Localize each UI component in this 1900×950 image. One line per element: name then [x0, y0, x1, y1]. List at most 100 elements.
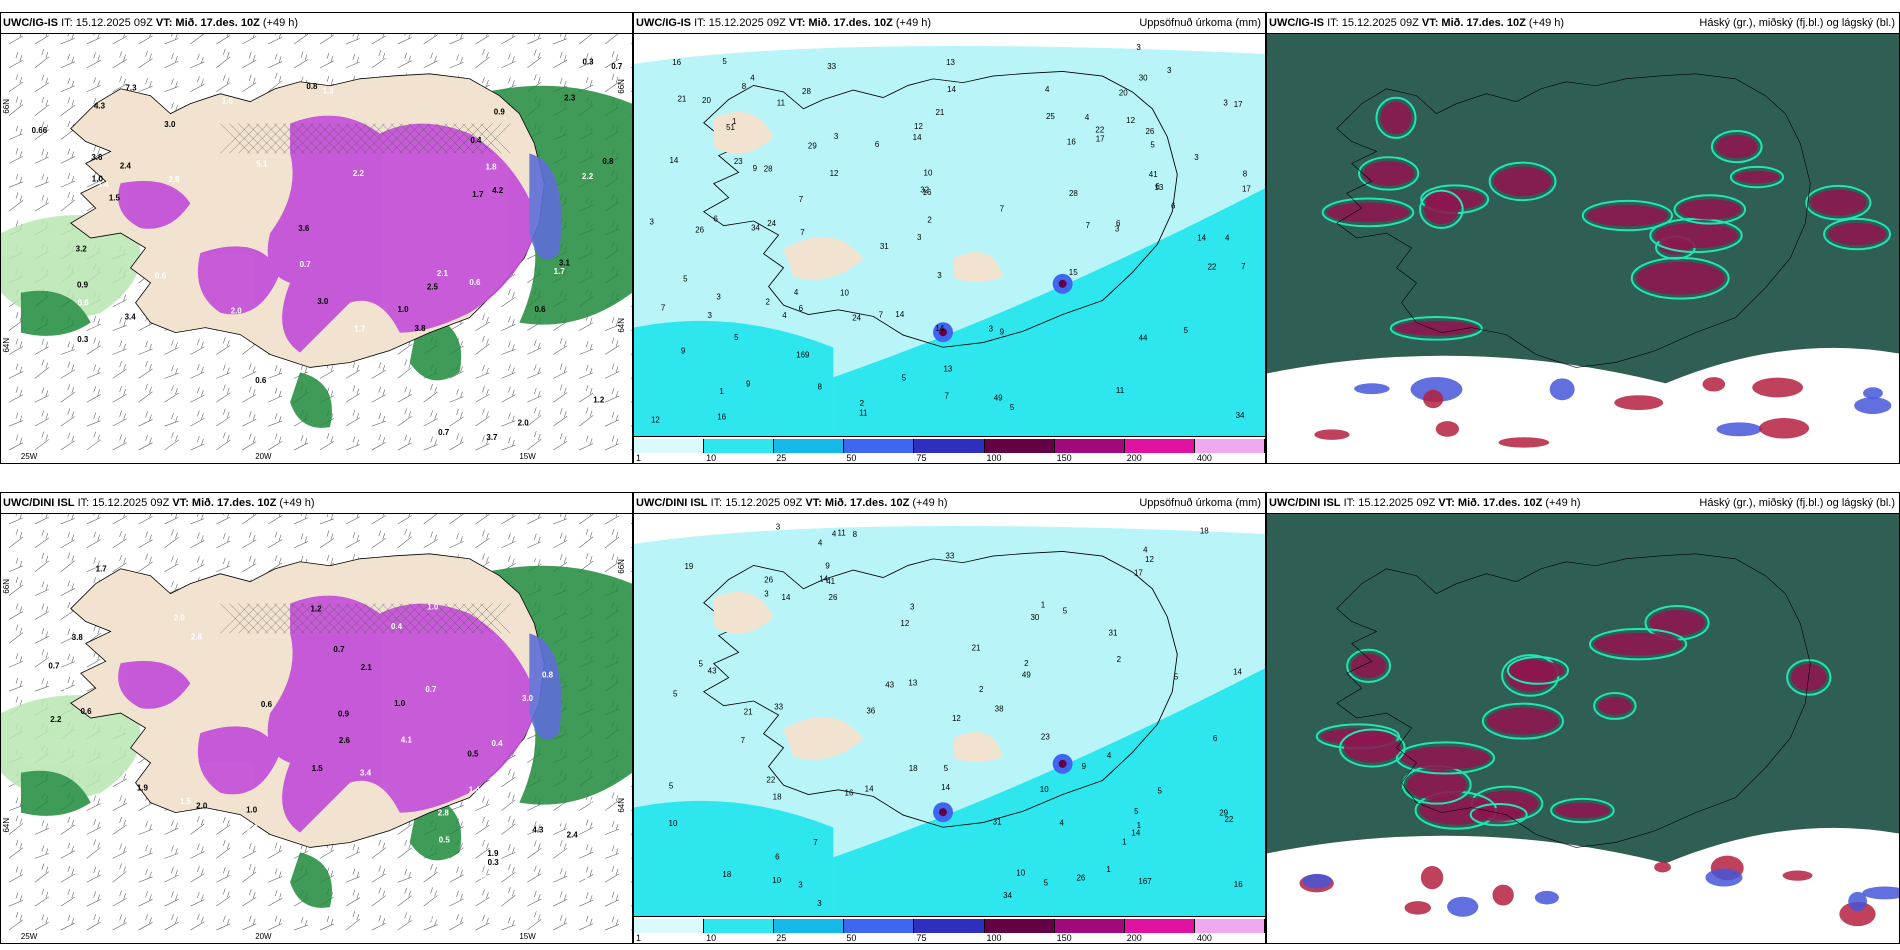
- temperature-value-label: 1.6: [247, 824, 259, 833]
- precip-value-label: 16: [1234, 880, 1243, 889]
- colorbar-swatch: [984, 439, 1055, 453]
- precip-value-label: 16: [923, 188, 932, 197]
- precip-value-label: 14: [782, 593, 791, 602]
- precip-mid: [634, 320, 834, 437]
- iceland-coast: [702, 550, 1178, 828]
- temperature-value-label: 0.7: [438, 428, 450, 437]
- precip-value-label: 33: [827, 62, 836, 71]
- colorbar-swatch: [704, 919, 775, 933]
- precip-value-label: 1: [732, 117, 737, 126]
- temperature-value-label: 1.8: [485, 163, 497, 172]
- colorbar-swatch: [774, 439, 845, 453]
- temperature-value-label: 0.5: [574, 908, 586, 917]
- colorbar-swatch: [704, 439, 775, 453]
- colorbar-swatch: [844, 439, 915, 453]
- clear-sky-area: [1267, 827, 1899, 943]
- precip-value-label: 18: [909, 764, 918, 773]
- temperature-value-label: 3.8: [415, 324, 427, 333]
- temperature-value-label: 3.0: [164, 120, 176, 129]
- temperature-value-label: 3.7: [411, 854, 423, 863]
- map-area[interactable]: [1267, 34, 1899, 463]
- precip-value-label: 169: [796, 350, 810, 359]
- precip-value-label: 21: [936, 108, 945, 117]
- precip-value-label: 3: [834, 132, 839, 141]
- colorbar-tick-label: 50: [846, 453, 857, 463]
- precip-value-label: 14: [865, 785, 874, 794]
- precip-value-label: 5: [1150, 141, 1155, 150]
- colorbar-tick-label: 100: [986, 933, 1002, 943]
- precip-value-label: 10: [840, 288, 849, 297]
- precip-value-label: 11: [777, 98, 786, 107]
- precip-value-label: 26: [829, 593, 838, 602]
- precip-value-label: 3: [798, 881, 803, 890]
- map-area[interactable]: 0.6 0.6 1.2 0.6 0.66 0.7 0.6 3.6 3.2 1.7 2.2 3.8 1.4…: [1, 34, 632, 463]
- lead-time: (+49 h): [895, 17, 932, 29]
- colorbar-swatch: [844, 919, 915, 933]
- colorbar-swatch: [1054, 439, 1125, 453]
- precip-value-label: 6: [875, 140, 880, 149]
- precip-value-label: 19: [684, 562, 693, 571]
- precip-value-label: 21: [677, 95, 686, 104]
- temperature-value-label: 1.9: [137, 784, 149, 793]
- temperature-value-label: 4.3: [94, 101, 106, 110]
- model-name: UWC/DINI ISL: [1269, 497, 1341, 509]
- precip-value-label: 49: [1022, 670, 1031, 679]
- lead-time: (+49 h): [279, 497, 315, 509]
- precip-value-label: 12: [651, 416, 660, 425]
- temperature-labels: 0.6 0.6 1.2 0.6 0.66 0.7 0.6 3.6 3.2 1.7 2.2 3.8 1.4…: [23, 58, 623, 442]
- precip-value-label: 12: [900, 619, 909, 628]
- precip-value-label: 43: [885, 681, 894, 690]
- temperature-value-label: 0.5: [439, 835, 451, 844]
- warm-shading: [118, 595, 562, 833]
- precip-value-label: 20: [702, 96, 711, 105]
- colorbar-tick-label: 150: [1056, 933, 1072, 943]
- colorbar-tick-label: 50: [846, 933, 857, 943]
- colorbar-tick-label: 150: [1056, 453, 1072, 463]
- latitude-label: 64N: [617, 798, 626, 813]
- temperature-value-label: 0.9: [77, 280, 89, 289]
- precip-value-label: 21: [972, 644, 981, 653]
- colorbar-tick-label: 400: [1196, 453, 1212, 463]
- panel-header: UWC/DINI ISL IT: 15.12.2025 09Z VT: Mið.…: [1, 493, 632, 514]
- precip-value-label: 4: [794, 288, 799, 297]
- longitude-label: 15W: [519, 932, 536, 941]
- precip-value-label: 3: [1223, 98, 1228, 107]
- temperature-value-label: 0.7: [333, 645, 345, 654]
- precip-value-label: 6: [713, 215, 718, 224]
- precip-value-label: 11: [838, 528, 847, 537]
- precip-value-label: 2: [979, 685, 984, 694]
- panel-cloud-dini: UWC/DINI ISL IT: 15.12.2025 09Z VT: Mið.…: [1266, 492, 1900, 944]
- longitude-label: 25W: [21, 452, 38, 461]
- precip-value-label: 1: [1041, 601, 1046, 610]
- precip-value-label: 5: [1174, 673, 1179, 682]
- temperature-value-label: 0.9: [476, 872, 488, 881]
- precip-value-label: 3: [989, 324, 994, 333]
- temperature-value-label: 0.8: [542, 670, 554, 679]
- precip-value-label: 18: [773, 792, 782, 801]
- precip-value-label: 3: [649, 218, 654, 227]
- temperature-value-label: 3.6: [298, 224, 310, 233]
- temperature-value-label: 0.7: [425, 685, 437, 694]
- map-area[interactable]: [1267, 514, 1899, 943]
- precip-value-label: 17: [1096, 135, 1105, 144]
- map-area[interactable]: 3 1 2 4 3 10 1 3 2 7 14 5 5 4 3 5 4 5 1 5 10 11 3 5 9 4 7 8 4 9 12 1 5 2 5…: [634, 514, 1265, 917]
- precip-value-label: 26: [1077, 874, 1086, 883]
- temperature-value-label: 1.2: [310, 604, 322, 613]
- temperature-value-label: 1.4: [469, 785, 481, 794]
- init-time: IT: 15.12.2025 09Z: [694, 17, 786, 29]
- latitude-label: 66N: [617, 79, 626, 94]
- precip-value-label: 12: [1126, 116, 1135, 125]
- precip-value-label: 23: [1041, 733, 1050, 742]
- valid-time: Mið. 17.des. 10Z: [824, 497, 910, 509]
- precip-value-label: 14: [947, 85, 956, 94]
- precip-value-label: 6: [799, 304, 804, 313]
- precip-value-label: 7: [1000, 204, 1005, 213]
- temperature-value-label: 0.9: [494, 108, 506, 117]
- map-area[interactable]: 0.6 0.7 1.2 3.0 0.9 2.5 3.4 0.5 0.5 0.7 1.6 0.4 0.7 1…: [1, 514, 632, 943]
- temperature-value-label: 2.8: [191, 632, 203, 641]
- iceland-coast: [1336, 553, 1811, 848]
- temperature-value-label: 3.4: [255, 388, 267, 397]
- precip-value-label: 12: [830, 169, 839, 178]
- precip-value-label: 6: [1116, 219, 1121, 228]
- map-area[interactable]: 7 11 6 3 13 6 3 2 14 4 4 11 2 3 1 3 9 10 6 7 3 1 4 3 7 5 5 9 3 5 6 7 11 4…: [634, 34, 1265, 437]
